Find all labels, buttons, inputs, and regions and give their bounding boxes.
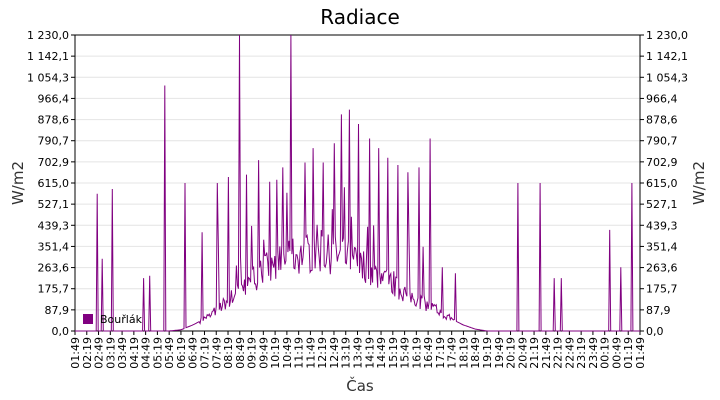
- x-tick-label: 04:49: [140, 337, 153, 369]
- y-tick-label-right: 0,0: [646, 325, 664, 338]
- legend: Bouřlák: [83, 313, 143, 326]
- x-tick-label: 01:49: [69, 337, 82, 369]
- x-tick-label: 10:49: [281, 337, 294, 369]
- x-tick-label: 17:49: [446, 337, 459, 369]
- y-tick-label-left: 263,6: [38, 262, 70, 275]
- x-tick-label: 12:49: [328, 337, 341, 369]
- x-tick-label: 19:19: [481, 337, 494, 369]
- y-tick-label-left: 878,6: [38, 114, 70, 127]
- y-tick-label-left: 1 230,0: [27, 29, 69, 42]
- y-tick-label-right: 790,7: [646, 135, 678, 148]
- x-tick-label: 05:19: [151, 337, 164, 369]
- y-tick-label-right: 702,9: [646, 156, 678, 169]
- y-tick-label-right: 351,4: [646, 240, 678, 253]
- x-tick-label: 16:19: [410, 337, 423, 369]
- y-tick-label-left: 1 142,1: [27, 50, 69, 63]
- y-tick-label-right: 263,6: [646, 262, 678, 275]
- y-axis-label-right: W/m2: [690, 161, 708, 205]
- x-tick-label: 08:49: [234, 337, 247, 369]
- x-tick-label: 09:19: [246, 337, 259, 369]
- y-tick-label-right: 615,0: [646, 177, 678, 190]
- y-axis-left: 0,0 87,9 175,7 263,6 351,4 439,3 527,1 615,0 702…: [27, 29, 75, 338]
- y-tick-label-left: 615,0: [38, 177, 70, 190]
- y-tick-label-right: 87,9: [646, 304, 671, 317]
- grid-lines: [75, 55, 640, 311]
- y-tick-label-right: 1 230,0: [646, 29, 688, 42]
- y-tick-label-right: 966,4: [646, 92, 678, 105]
- x-tick-label: 18:49: [469, 337, 482, 369]
- y-tick-label-left: 702,9: [38, 156, 70, 169]
- x-tick-label: 11:49: [304, 337, 317, 369]
- y-tick-label-right: 1 054,3: [646, 71, 688, 84]
- x-tick-label: 12:19: [316, 337, 329, 369]
- y-tick-label-right: 1 142,1: [646, 50, 688, 63]
- x-tick-label: 19:49: [493, 337, 506, 369]
- x-tick-label: 23:19: [575, 337, 588, 369]
- x-tick-label: 18:19: [457, 337, 470, 369]
- y-tick-label-left: 966,4: [38, 92, 70, 105]
- x-tick-label: 23:49: [587, 337, 600, 369]
- x-tick-label: 20:19: [505, 337, 518, 369]
- x-tick-label: 03:19: [104, 337, 117, 369]
- chart-title: Radiace: [320, 5, 400, 29]
- legend-label: Bouřlák: [100, 313, 143, 326]
- x-tick-label: 02:19: [81, 337, 94, 369]
- x-tick-label: 05:49: [163, 337, 176, 369]
- x-tick-label: 17:19: [434, 337, 447, 369]
- x-tick-label: 20:49: [516, 337, 529, 369]
- y-tick-label-right: 175,7: [646, 283, 678, 296]
- y-axis-label-left: W/m2: [9, 161, 27, 205]
- y-tick-label-right: 527,1: [646, 198, 678, 211]
- x-tick-label: 10:19: [269, 337, 282, 369]
- x-tick-label: 21:19: [528, 337, 541, 369]
- series-line-bourlak: [75, 34, 640, 332]
- y-axis-right: 0,0 87,9 175,7 263,6 351,4 439,3 527,1 615,0 702…: [640, 29, 688, 338]
- x-tick-label: 14:19: [363, 337, 376, 369]
- x-tick-label: 00:49: [610, 337, 623, 369]
- x-tick-label: 22:19: [552, 337, 565, 369]
- x-tick-label: 07:19: [198, 337, 211, 369]
- x-tick-label: 06:49: [187, 337, 200, 369]
- legend-swatch: [83, 314, 93, 324]
- y-tick-label-left: 1 054,3: [27, 71, 69, 84]
- series-layer: [75, 34, 640, 332]
- x-tick-label: 01:49: [634, 337, 647, 369]
- x-tick-label: 11:19: [293, 337, 306, 369]
- x-tick-label: 03:49: [116, 337, 129, 369]
- x-tick-label: 09:49: [257, 337, 270, 369]
- x-tick-label: 02:49: [93, 337, 106, 369]
- y-tick-label-left: 0,0: [52, 325, 70, 338]
- y-tick-label-left: 351,4: [38, 240, 70, 253]
- x-tick-label: 21:49: [540, 337, 553, 369]
- x-tick-label: 16:49: [422, 337, 435, 369]
- x-tick-label: 13:49: [352, 337, 365, 369]
- y-tick-label-right: 878,6: [646, 114, 678, 127]
- x-tick-label: 07:49: [210, 337, 223, 369]
- x-tick-label: 06:19: [175, 337, 188, 369]
- y-tick-label-left: 87,9: [45, 304, 70, 317]
- y-tick-label-left: 527,1: [38, 198, 70, 211]
- x-tick-label: 01:19: [622, 337, 635, 369]
- y-tick-label-right: 439,3: [646, 219, 678, 232]
- x-tick-label: 22:49: [563, 337, 576, 369]
- y-tick-label-left: 175,7: [38, 283, 70, 296]
- y-tick-label-left: 790,7: [38, 135, 70, 148]
- x-tick-label: 04:19: [128, 337, 141, 369]
- x-axis-label: Čas: [346, 376, 374, 395]
- x-axis: 01:4902:1902:4903:1903:4904:1904:4905:19…: [69, 331, 647, 369]
- y-tick-label-left: 439,3: [38, 219, 70, 232]
- x-tick-label: 08:19: [222, 337, 235, 369]
- x-tick-label: 15:19: [387, 337, 400, 369]
- x-tick-label: 00:19: [599, 337, 612, 369]
- x-tick-label: 14:49: [375, 337, 388, 369]
- x-tick-label: 15:49: [399, 337, 412, 369]
- x-tick-label: 13:19: [340, 337, 353, 369]
